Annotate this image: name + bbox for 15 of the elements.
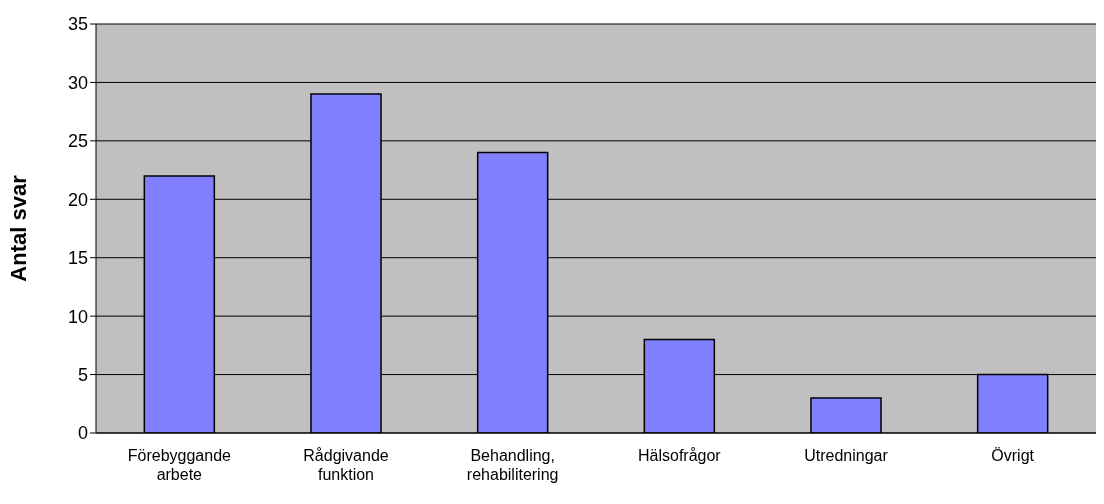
y-tick-label: 15 (67, 248, 88, 269)
y-tick-label: 25 (67, 131, 88, 152)
y-tick-label: 30 (67, 72, 88, 93)
x-tick-label: Rådgivande funktion (303, 447, 389, 483)
y-axis-title: Antal svar (5, 174, 31, 282)
x-tick-label: Utredningar (804, 447, 889, 464)
y-tick-label: 10 (67, 306, 88, 327)
y-tick-label: 35 (67, 14, 88, 35)
y-tick-label: 20 (67, 189, 88, 210)
y-tick-label: 0 (77, 423, 88, 444)
x-tick-label: Hälsofrågor (637, 447, 722, 464)
x-tick-label: Förebyggande arbete (127, 447, 232, 483)
x-tick-label: Behandling, rehabilitering (466, 447, 559, 483)
x-tick-label: Övrigt (991, 447, 1035, 464)
y-tick-label: 5 (77, 364, 88, 385)
